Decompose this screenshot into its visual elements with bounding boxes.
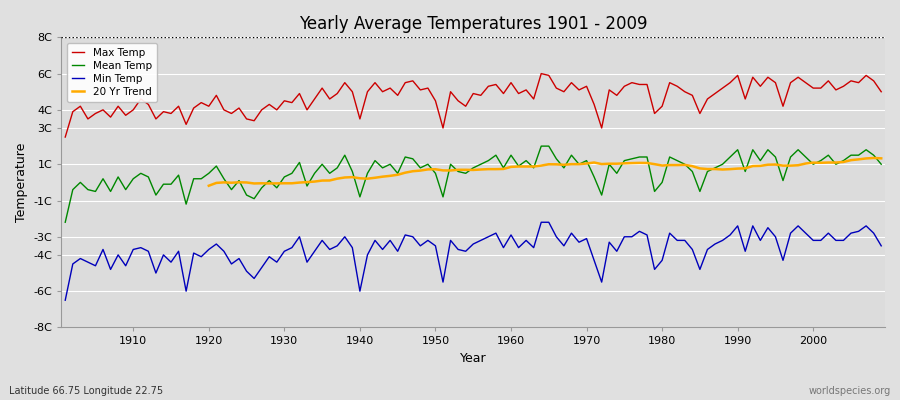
Min Temp xyxy=(506,232,517,237)
Min Temp xyxy=(121,263,131,268)
20 Yr Trend xyxy=(286,181,297,186)
20 Yr Trend xyxy=(498,166,508,171)
Max Temp xyxy=(876,89,886,94)
Mean Temp xyxy=(536,144,546,148)
Mean Temp xyxy=(876,162,886,167)
Min Temp xyxy=(876,244,886,248)
20 Yr Trend xyxy=(876,156,886,161)
Mean Temp xyxy=(498,166,508,170)
Max Temp xyxy=(536,71,546,76)
Max Temp xyxy=(604,88,615,92)
Max Temp xyxy=(286,100,297,105)
Mean Temp xyxy=(604,162,615,167)
Mean Temp xyxy=(332,166,343,170)
Min Temp xyxy=(536,220,546,225)
Min Temp xyxy=(59,298,70,303)
Line: 20 Yr Trend: 20 Yr Trend xyxy=(209,158,881,186)
Text: Latitude 66.75 Longitude 22.75: Latitude 66.75 Longitude 22.75 xyxy=(9,386,163,396)
Max Temp xyxy=(506,80,517,85)
Max Temp xyxy=(332,91,343,96)
Min Temp xyxy=(498,245,508,250)
X-axis label: Year: Year xyxy=(460,352,487,365)
Line: Mean Temp: Mean Temp xyxy=(65,146,881,222)
Mean Temp xyxy=(286,171,297,176)
Min Temp xyxy=(286,245,297,250)
Line: Min Temp: Min Temp xyxy=(65,222,881,300)
Text: worldspecies.org: worldspecies.org xyxy=(809,386,891,396)
Min Temp xyxy=(332,244,343,248)
Legend: Max Temp, Mean Temp, Min Temp, 20 Yr Trend: Max Temp, Mean Temp, Min Temp, 20 Yr Tre… xyxy=(67,42,157,102)
Y-axis label: Temperature: Temperature xyxy=(15,143,28,222)
Mean Temp xyxy=(121,187,131,192)
Mean Temp xyxy=(506,153,517,158)
Max Temp xyxy=(498,91,508,96)
Line: Max Temp: Max Temp xyxy=(65,74,881,137)
Max Temp xyxy=(59,135,70,140)
Mean Temp xyxy=(59,220,70,225)
20 Yr Trend xyxy=(506,164,517,169)
Title: Yearly Average Temperatures 1901 - 2009: Yearly Average Temperatures 1901 - 2009 xyxy=(299,15,647,33)
20 Yr Trend xyxy=(597,162,608,166)
Max Temp xyxy=(121,113,131,118)
20 Yr Trend xyxy=(332,176,343,181)
Min Temp xyxy=(604,240,615,245)
